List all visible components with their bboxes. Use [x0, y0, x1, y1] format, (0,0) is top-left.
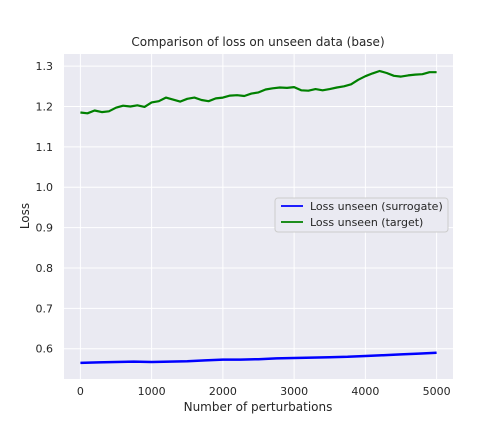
y-tick-label: 0.6 [36, 343, 54, 356]
x-tick-label: 1000 [138, 385, 166, 398]
chart-title: Comparison of loss on unseen data (base) [131, 35, 384, 49]
x-tick-label: 0 [77, 385, 84, 398]
tick-labels: 0 1000 2000 3000 4000 5000 0.6 0.7 0.8 0.9 1.0 1.1 1… [36, 60, 451, 398]
x-tick-label: 2000 [209, 385, 237, 398]
series-line-target [80, 69, 437, 115]
legend-label-surrogate: Loss unseen (surrogate) [310, 200, 443, 213]
x-tick-label: 3000 [280, 385, 308, 398]
y-tick-label: 1.0 [36, 181, 54, 194]
x-axis-label: Number of perturbations [184, 400, 333, 414]
legend-label-target: Loss unseen (target) [310, 216, 423, 229]
y-tick-label: 1.1 [36, 141, 54, 154]
legend: Loss unseen (surrogate) Loss unseen (tar… [274, 197, 449, 233]
y-tick-label: 0.7 [36, 302, 54, 315]
y-tick-label: 1.3 [36, 60, 54, 73]
series-line-surrogate [80, 351, 437, 365]
x-tick-label: 4000 [351, 385, 379, 398]
y-tick-label: 0.8 [36, 262, 54, 275]
y-tick-label: 1.2 [36, 100, 54, 113]
series-lines [80, 69, 437, 365]
legend-box [274, 197, 449, 233]
y-axis-label: Loss [18, 203, 32, 229]
x-tick-label: 5000 [423, 385, 451, 398]
y-tick-label: 0.9 [36, 222, 54, 235]
